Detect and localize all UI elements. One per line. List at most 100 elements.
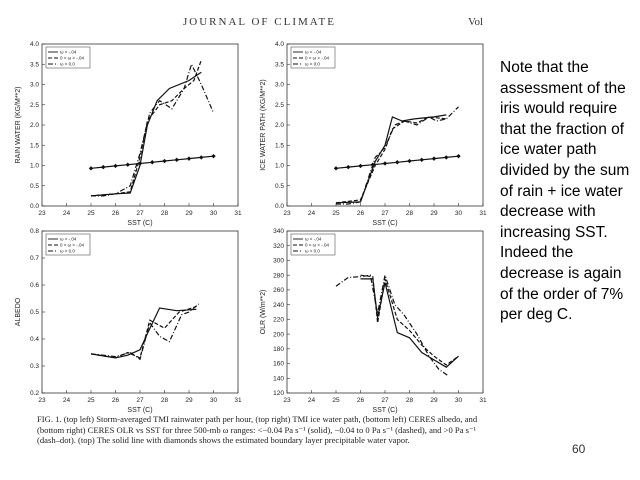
olr-chart: 23 24 25 26 27 28 29 30 31 120 140 160 180 200 220 240 2…	[255, 223, 495, 414]
diamond-marker	[199, 155, 204, 160]
figure-caption: FIG. 1. (top left) Storm-averaged TMI ra…	[37, 414, 478, 446]
series-line-dashed	[360, 274, 459, 366]
diamond-marker	[150, 160, 155, 165]
diamond-marker	[370, 162, 375, 167]
x-axis-label: SST (C)	[372, 220, 397, 227]
x-tick-label: 25	[87, 397, 95, 404]
x-tick-label: 23	[38, 397, 46, 404]
legend-label: 0 > ω > -.04	[60, 56, 85, 61]
y-tick-label: 2.5	[30, 102, 39, 109]
x-tick-label: 29	[185, 397, 193, 404]
plot-frame	[41, 230, 239, 394]
series-line-dashdot	[90, 303, 200, 361]
rain-water-chart: 23 24 25 26 27 28 29 30 31 0.0 0.5 1.0 1.5 2.0 2.5 3.0 3…	[10, 36, 250, 227]
y-axis-label: ALBEDO	[15, 297, 22, 326]
ice-water-path-chart-svg: 23 24 25 26 27 28 29 30 31 0.0 0.5 1.0 1.5 2.0 2.5 3.0 3…	[260, 41, 487, 227]
rain-water-chart-svg: 23 24 25 26 27 28 29 30 31 0.0 0.5 1.0 1.5 2.0 2.5 3.0 3…	[15, 41, 242, 227]
legend-label: ω < -.04	[305, 237, 322, 242]
plot-frame	[286, 230, 484, 394]
y-tick-label: 0.3	[30, 363, 39, 370]
y-tick-label: 3.5	[30, 61, 39, 68]
y-tick-label: 3.0	[30, 82, 39, 89]
x-tick-label: 23	[283, 210, 291, 217]
series-line-dashdot	[336, 106, 459, 205]
journal-volume: Vol	[468, 16, 484, 28]
legend-label: ω < -.04	[305, 50, 322, 55]
y-tick-label: 3.0	[275, 82, 284, 89]
diamond-marker	[407, 158, 412, 164]
diamond-marker	[186, 156, 192, 161]
plot-frame	[286, 43, 484, 207]
y-tick-label: 260	[273, 287, 284, 294]
diamond-marker	[431, 156, 437, 161]
diamond-marker	[333, 166, 339, 171]
series-line-dashed	[90, 59, 202, 197]
x-tick-label: 26	[112, 210, 120, 217]
x-tick-label: 29	[185, 210, 193, 217]
diamond-marker	[113, 163, 118, 169]
legend-label: ω > 0.0	[60, 62, 75, 67]
x-tick-label: 24	[63, 210, 71, 217]
x-tick-label: 30	[210, 397, 218, 404]
y-axis-label: ICE WATER PATH (KG/M**2)	[260, 79, 267, 171]
page-number: 60	[572, 442, 586, 456]
x-tick-label: 26	[357, 210, 365, 217]
legend-label: ω > 0.0	[305, 249, 320, 254]
x-tick-label: 26	[112, 397, 120, 404]
plot-frame	[41, 43, 239, 207]
series-line-dashed	[335, 116, 447, 204]
x-tick-label: 24	[63, 397, 71, 404]
y-tick-label: 0.5	[30, 183, 39, 190]
y-tick-label: 0.0	[30, 203, 39, 210]
x-tick-label: 28	[406, 210, 414, 217]
diamond-marker	[444, 155, 449, 160]
series-line-dashed	[90, 306, 197, 359]
x-tick-label: 28	[161, 210, 169, 217]
legend-label: 0 > ω > -.04	[60, 243, 85, 248]
y-tick-label: 0.8	[30, 228, 39, 235]
y-tick-label: 280	[273, 272, 284, 279]
diamond-marker	[162, 158, 167, 164]
x-tick-label: 29	[430, 210, 438, 217]
y-tick-label: 1.5	[275, 142, 284, 149]
x-tick-label: 27	[136, 210, 144, 217]
y-tick-label: 0.7	[30, 255, 39, 262]
legend-label: 0 > ω > -.04	[305, 243, 330, 248]
y-tick-label: 1.0	[275, 163, 284, 170]
ice-water-path-chart: 23 24 25 26 27 28 29 30 31 0.0 0.5 1.0 1.5 2.0 2.5 3.0 3…	[255, 36, 495, 227]
y-tick-label: 4.0	[275, 41, 284, 48]
y-tick-label: 0.2	[30, 390, 39, 397]
y-tick-label: 2.0	[275, 122, 284, 129]
y-tick-label: 2.5	[275, 102, 284, 109]
y-tick-label: 3.5	[275, 61, 284, 68]
y-tick-label: 340	[273, 228, 284, 235]
diamond-marker	[382, 161, 388, 166]
x-tick-label: 28	[406, 397, 414, 404]
x-tick-label: 25	[332, 210, 340, 217]
journal-title: JOURNAL OF CLIMATE	[183, 16, 336, 28]
series-line-solid	[90, 307, 197, 359]
series-line-solid	[90, 71, 202, 197]
diamond-marker	[395, 160, 400, 165]
diamond-marker	[174, 157, 179, 163]
diamond-marker	[88, 166, 94, 171]
slide-note: Note that the assessment of the iris wou…	[500, 59, 630, 324]
x-tick-label: 31	[234, 397, 242, 404]
y-tick-label: 120	[273, 390, 284, 397]
legend-label: ω > 0.0	[305, 62, 320, 67]
legend-label: ω > 0.0	[60, 249, 75, 254]
y-tick-label: 0.5	[275, 183, 284, 190]
y-tick-label: 220	[273, 317, 284, 324]
diamond-marker	[211, 153, 216, 159]
y-tick-label: 200	[273, 331, 284, 338]
y-tick-label: 180	[273, 346, 284, 353]
x-tick-label: 27	[136, 397, 144, 404]
diamond-marker	[125, 162, 130, 167]
series-line-dashdot	[335, 272, 450, 377]
y-tick-label: 2.0	[30, 122, 39, 129]
y-tick-label: 300	[273, 258, 284, 265]
legend-label: 0 > ω > -.04	[305, 56, 330, 61]
legend-label: ω < -.04	[60, 50, 77, 55]
x-tick-label: 29	[430, 397, 438, 404]
x-tick-label: 25	[332, 397, 340, 404]
